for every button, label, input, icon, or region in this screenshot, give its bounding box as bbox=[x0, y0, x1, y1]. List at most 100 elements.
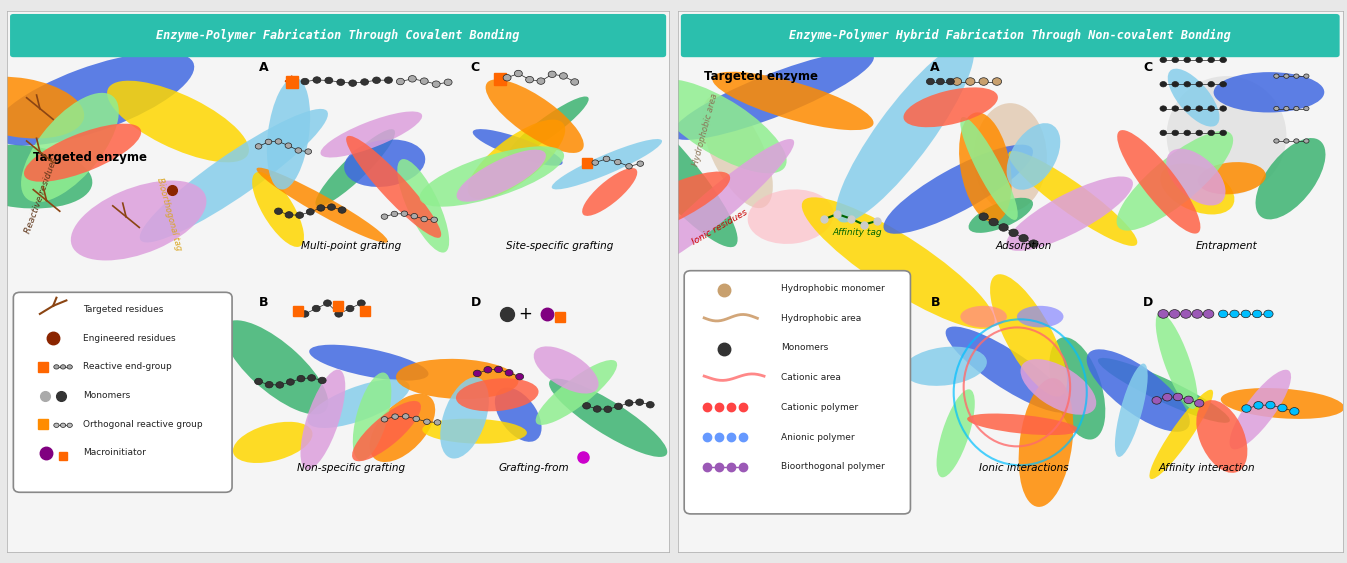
Text: Targeted enzyme: Targeted enzyme bbox=[34, 151, 147, 164]
Ellipse shape bbox=[24, 124, 141, 182]
Text: A: A bbox=[931, 61, 940, 74]
Ellipse shape bbox=[902, 347, 987, 386]
Ellipse shape bbox=[420, 146, 564, 207]
Circle shape bbox=[318, 377, 326, 383]
Circle shape bbox=[255, 378, 263, 385]
Ellipse shape bbox=[702, 96, 773, 208]
Ellipse shape bbox=[946, 327, 1070, 413]
Circle shape bbox=[373, 77, 380, 83]
Ellipse shape bbox=[369, 394, 435, 462]
Circle shape bbox=[265, 139, 272, 145]
Circle shape bbox=[1241, 310, 1250, 318]
Ellipse shape bbox=[440, 377, 489, 458]
Ellipse shape bbox=[457, 378, 539, 412]
Circle shape bbox=[1293, 106, 1299, 111]
Ellipse shape bbox=[595, 86, 738, 247]
Ellipse shape bbox=[346, 136, 442, 238]
Text: Non-specific grafting: Non-specific grafting bbox=[298, 463, 405, 473]
Circle shape bbox=[1220, 57, 1227, 62]
Circle shape bbox=[1263, 310, 1273, 318]
Ellipse shape bbox=[801, 197, 994, 329]
Circle shape bbox=[396, 78, 404, 85]
Text: Engineered residues: Engineered residues bbox=[84, 334, 175, 343]
Text: Reactive end-group: Reactive end-group bbox=[84, 363, 171, 372]
Circle shape bbox=[1254, 401, 1263, 409]
Circle shape bbox=[401, 211, 408, 216]
Ellipse shape bbox=[252, 172, 304, 247]
Circle shape bbox=[313, 77, 321, 83]
Ellipse shape bbox=[643, 139, 795, 269]
Circle shape bbox=[559, 73, 567, 79]
Ellipse shape bbox=[967, 414, 1079, 435]
Text: Bioorthogonal polymer: Bioorthogonal polymer bbox=[781, 462, 885, 471]
Circle shape bbox=[999, 224, 1009, 231]
Circle shape bbox=[1172, 130, 1179, 136]
Text: Cationic area: Cationic area bbox=[781, 373, 841, 382]
Text: C: C bbox=[470, 61, 480, 74]
Text: Hydrophobic area: Hydrophobic area bbox=[781, 314, 861, 323]
Ellipse shape bbox=[352, 401, 422, 461]
Circle shape bbox=[1169, 310, 1180, 318]
Circle shape bbox=[300, 78, 308, 85]
Circle shape bbox=[571, 79, 579, 85]
Circle shape bbox=[1208, 106, 1215, 111]
Text: Enzyme-Polymer Fabrication Through Covalent Bonding: Enzyme-Polymer Fabrication Through Coval… bbox=[156, 29, 520, 42]
Text: +: + bbox=[519, 305, 532, 323]
Circle shape bbox=[255, 144, 261, 149]
Ellipse shape bbox=[140, 109, 327, 243]
Circle shape bbox=[1289, 408, 1299, 415]
Circle shape bbox=[626, 164, 632, 169]
Ellipse shape bbox=[1167, 149, 1226, 205]
Circle shape bbox=[1180, 310, 1191, 318]
Circle shape bbox=[515, 70, 523, 77]
Text: Targeted residues: Targeted residues bbox=[84, 305, 163, 314]
Ellipse shape bbox=[224, 320, 329, 414]
Circle shape bbox=[420, 78, 428, 84]
Ellipse shape bbox=[22, 93, 119, 202]
Ellipse shape bbox=[1167, 76, 1286, 195]
Circle shape bbox=[614, 403, 622, 410]
Circle shape bbox=[1196, 57, 1203, 62]
Ellipse shape bbox=[960, 306, 1008, 328]
Text: D: D bbox=[1144, 296, 1153, 309]
Circle shape bbox=[54, 365, 59, 369]
Text: Multi-point grafting: Multi-point grafting bbox=[302, 242, 401, 251]
Text: Orthogonal reactive group: Orthogonal reactive group bbox=[84, 419, 202, 428]
Ellipse shape bbox=[494, 387, 541, 442]
Text: Ionic interactions: Ionic interactions bbox=[979, 463, 1068, 473]
Circle shape bbox=[603, 406, 612, 413]
Ellipse shape bbox=[0, 52, 194, 145]
Circle shape bbox=[1284, 106, 1289, 111]
Circle shape bbox=[1160, 57, 1167, 62]
FancyBboxPatch shape bbox=[684, 271, 911, 514]
Text: Enzyme-Polymer Hybrid Fabrication Through Non-covalent Bonding: Enzyme-Polymer Hybrid Fabrication Throug… bbox=[789, 29, 1231, 42]
Circle shape bbox=[484, 367, 492, 373]
Circle shape bbox=[1018, 234, 1028, 242]
Circle shape bbox=[1284, 74, 1289, 78]
Text: Hydrophobic area: Hydrophobic area bbox=[691, 93, 719, 167]
Ellipse shape bbox=[1255, 138, 1325, 220]
Circle shape bbox=[1184, 106, 1191, 111]
Ellipse shape bbox=[1018, 378, 1074, 507]
Ellipse shape bbox=[1117, 131, 1233, 231]
Ellipse shape bbox=[1160, 163, 1234, 215]
Circle shape bbox=[1196, 130, 1203, 136]
FancyBboxPatch shape bbox=[9, 14, 667, 57]
Circle shape bbox=[1284, 139, 1289, 143]
Circle shape bbox=[1203, 310, 1214, 318]
Ellipse shape bbox=[1214, 72, 1324, 113]
Circle shape bbox=[593, 406, 601, 412]
Circle shape bbox=[993, 78, 1002, 86]
Ellipse shape bbox=[353, 373, 392, 461]
Text: Adsorption: Adsorption bbox=[995, 242, 1052, 251]
Ellipse shape bbox=[533, 346, 598, 394]
Circle shape bbox=[325, 77, 333, 84]
Circle shape bbox=[1208, 130, 1215, 136]
Ellipse shape bbox=[1196, 400, 1247, 473]
Ellipse shape bbox=[1156, 312, 1197, 409]
Circle shape bbox=[1304, 74, 1309, 78]
Circle shape bbox=[337, 79, 345, 86]
Ellipse shape bbox=[1009, 151, 1137, 246]
Circle shape bbox=[1230, 310, 1239, 318]
Ellipse shape bbox=[1149, 390, 1214, 479]
